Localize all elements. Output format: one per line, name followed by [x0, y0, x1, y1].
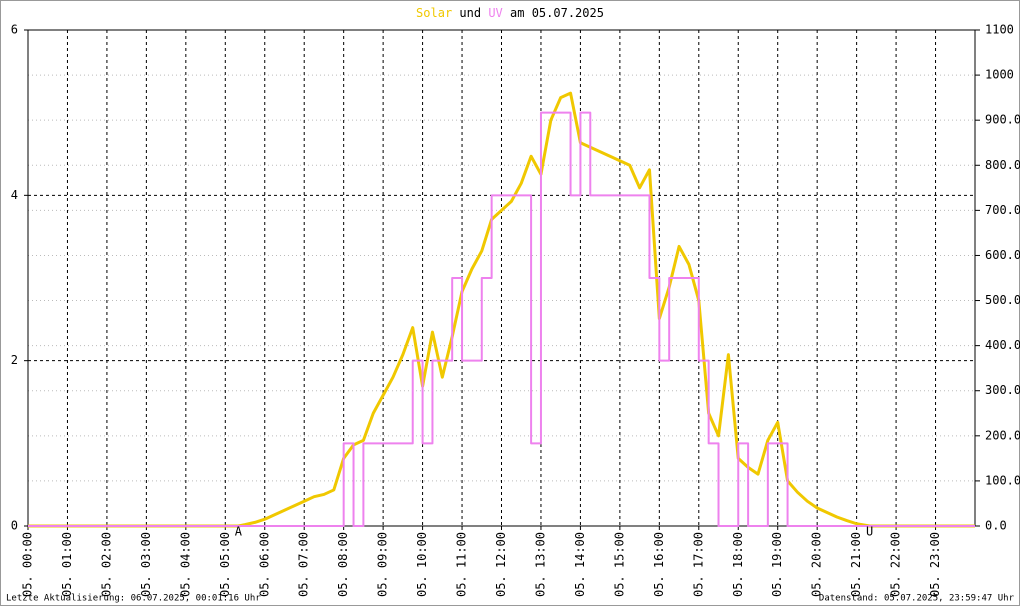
y2-tick-label: 300.0 [985, 383, 1020, 397]
x-tick-label: 05. 09:00 [376, 532, 390, 597]
title-solar: Solar [416, 6, 452, 20]
y2-tick-label: 600.0 [985, 248, 1020, 262]
x-tick-label: 05. 02:00 [99, 532, 113, 597]
title-date: am 05.07.2025 [510, 6, 604, 20]
x-tick-label: 05. 17:00 [691, 532, 705, 597]
y2-tick-label: 500.0 [985, 293, 1020, 307]
y2-tick-label: 1000 [985, 68, 1014, 82]
x-tick-label: 05. 06:00 [257, 532, 271, 597]
x-tick-label: 05. 04:00 [178, 532, 192, 597]
annotation: A [235, 525, 243, 539]
y2-tick-label: 400.0 [985, 338, 1020, 352]
y2-tick-label: 0.0 [985, 519, 1007, 533]
title-und: und [459, 6, 481, 20]
x-tick-label: 05. 00:00 [21, 532, 35, 597]
y-tick-label: 2 [11, 353, 18, 367]
x-tick-label: 05. 16:00 [652, 532, 666, 597]
x-tick-label: 05. 05:00 [218, 532, 232, 597]
x-tick-label: 05. 22:00 [889, 532, 903, 597]
series-line [28, 91, 975, 528]
x-tick-label: 05. 21:00 [849, 532, 863, 597]
x-tick-label: 05. 10:00 [415, 532, 429, 597]
series-line [28, 111, 975, 527]
y2-tick-label: 900.0 [985, 113, 1020, 127]
y2-tick-label: 200.0 [985, 428, 1020, 442]
title-uv: UV [488, 6, 502, 20]
x-tick-label: 05. 23:00 [928, 532, 942, 597]
x-tick-label: 05. 15:00 [612, 532, 626, 597]
y-tick-label: 6 [11, 23, 18, 37]
x-tick-label: 05. 13:00 [533, 532, 547, 597]
x-tick-label: 05. 14:00 [573, 532, 587, 597]
y2-tick-label: 800.0 [985, 158, 1020, 172]
x-tick-label: 05. 01:00 [60, 532, 74, 597]
x-tick-label: 05. 03:00 [139, 532, 153, 597]
x-tick-label: 05. 20:00 [810, 532, 824, 597]
x-tick-label: 05. 07:00 [297, 532, 311, 597]
x-tick-label: 05. 11:00 [455, 532, 469, 597]
footer-right: Datenstand: 05.07.2025, 23:59:47 Uhr [819, 594, 1015, 604]
chart-title: Solar und UV am 05.07.2025 [416, 6, 604, 20]
footer-left: Letzte Aktualisierung: 06.07.2025, 00:01… [6, 594, 261, 604]
x-tick-label: 05. 08:00 [336, 532, 350, 597]
plot-frame [27, 29, 976, 527]
y-tick-label: 0 [11, 519, 18, 533]
annotation: U [866, 525, 873, 539]
x-tick-label: 05. 19:00 [770, 532, 784, 597]
y2-tick-label: 700.0 [985, 203, 1020, 217]
y-tick-label: 4 [11, 188, 18, 202]
x-tick-label: 05. 18:00 [731, 532, 745, 597]
y2-tick-label: 1100 [985, 23, 1014, 37]
x-tick-label: 05. 12:00 [494, 532, 508, 597]
y2-tick-label: 100.0 [985, 473, 1020, 487]
